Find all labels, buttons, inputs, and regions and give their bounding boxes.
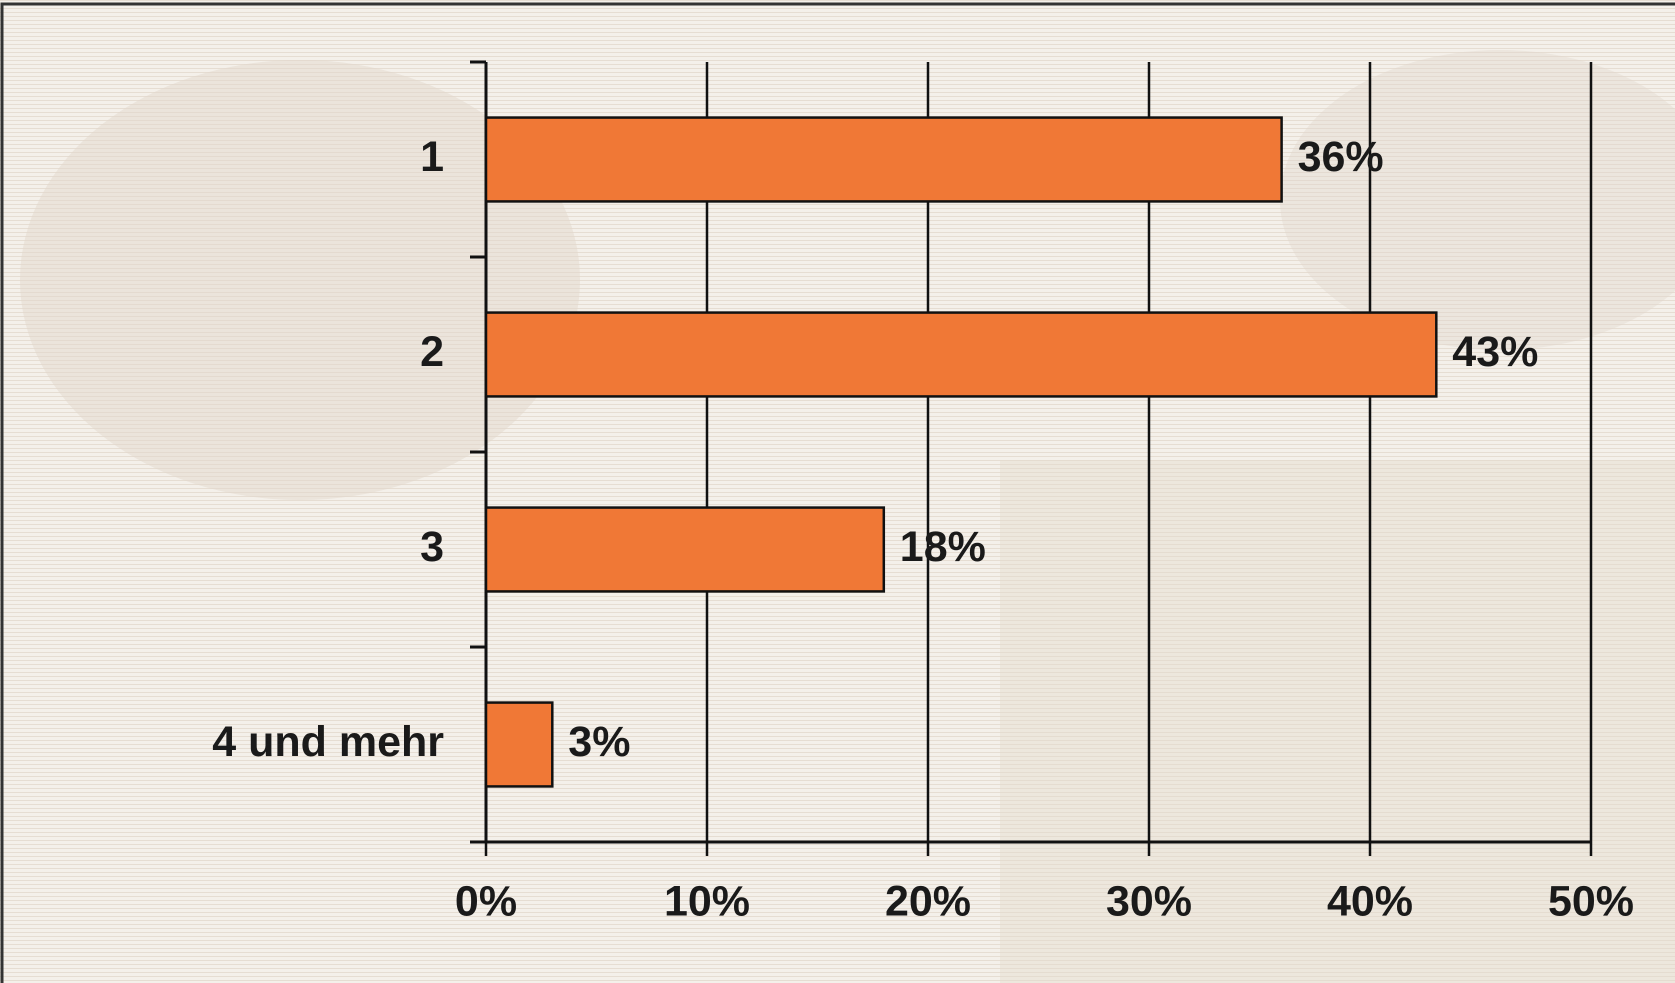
background-shape (1280, 50, 1675, 350)
x-tick-label: 30% (1106, 877, 1192, 925)
bar (484, 506, 886, 593)
y-tick-label: 4 und mehr (212, 718, 444, 766)
y-tick-label: 2 (420, 328, 444, 376)
x-tick-label: 50% (1548, 877, 1634, 925)
bar (484, 311, 1438, 398)
background-shape (1000, 460, 1675, 983)
x-tick-label: 0% (455, 877, 517, 925)
y-tick-label: 1 (420, 133, 444, 181)
bar (484, 701, 554, 788)
value-label: 3% (568, 718, 630, 766)
y-tick-label: 3 (420, 523, 444, 571)
bar (484, 116, 1283, 203)
value-label: 43% (1452, 328, 1538, 376)
x-tick-label: 40% (1327, 877, 1413, 925)
value-label: 36% (1298, 133, 1384, 181)
background-shape (20, 60, 580, 500)
value-label: 18% (900, 523, 986, 571)
x-tick-label: 10% (664, 877, 750, 925)
x-tick-label: 20% (885, 877, 971, 925)
